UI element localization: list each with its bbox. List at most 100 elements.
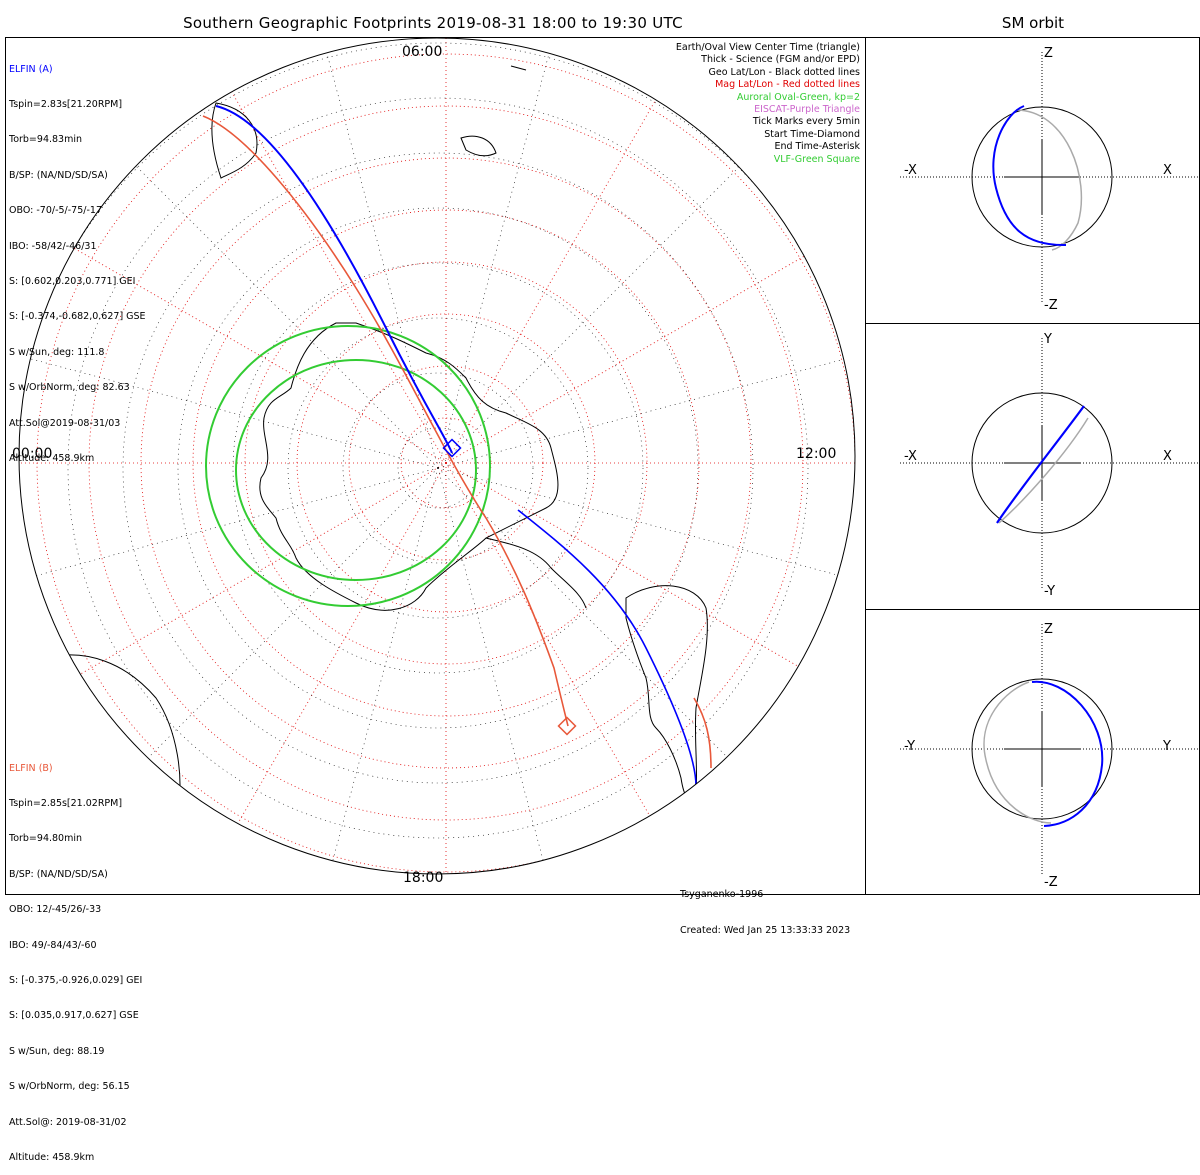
elfin-b-line: Tspin=2.85s[21.02RPM] [9,797,123,809]
hour-label-00: 00:00 [12,446,53,462]
sm-orbit-yz: Z -Z -Y Y [900,622,1199,890]
plot-title: Southern Geographic Footprints 2019-08-3… [183,14,683,32]
sm-earth-circle [971,106,1113,248]
mag-longitude-line [19,462,447,814]
geo-longitude-line [256,467,439,874]
sm-label-left: -Y [904,739,915,754]
elfin-a-line: IBO: -58/42/-46/31 [9,240,97,252]
coastline [510,65,527,71]
legend-item: Earth/Oval View Center Time (triangle) [675,42,860,53]
elfin-b-start-diamond [557,716,577,736]
elfin-a-line: S w/OrbNorm, deg: 82.63 [9,382,130,394]
legend-item: Mag Lat/Lon - Red dotted lines [715,79,860,91]
geo-longitude-line [437,38,855,469]
mag-longitude-line [19,112,447,464]
auroral-oval-inner [235,359,477,581]
elfin-b-line: IBO: 49/-84/43/-60 [9,939,97,951]
elfin-b-line: B/SP: (NA/ND/SD/SA) [9,868,108,880]
hour-label-18: 18:00 [403,870,444,886]
hour-label-06: 06:00 [402,44,443,60]
geo-longitude-line [19,38,439,469]
elfin-a-orbit [1031,680,1104,827]
elfin-b-line: S w/Sun, deg: 88.19 [9,1045,105,1057]
sm-orbit-xy: Y -Y -X X [900,332,1199,599]
sm-orbit-title: SM orbit [1001,14,1065,32]
geo-latitude-circle [397,427,479,509]
mag-longitude-line [445,462,855,814]
elfin-b-line: S w/OrbNorm, deg: 56.15 [9,1081,130,1093]
legend-item: Thick - Science (FGM and/or EPD) [701,54,860,66]
geo-latitude-circle [122,152,754,784]
globe-limb [18,38,856,875]
mag-longitude-line [445,462,797,874]
elfin-b-line: Altitude: 458.9km [9,1151,95,1163]
elfin-b-orbit [1015,109,1083,251]
legend-item: EISCAT-Purple Triangle [754,104,860,116]
geo-latitude-circle [287,317,589,619]
created-timestamp: Created: Wed Jan 25 13:33:33 2023 [680,925,851,936]
elfin-b-track-end [693,697,712,769]
sm-label-top: Z [1044,46,1053,61]
elfin-a-line: OBO: -70/-5/-75/-17 [9,205,102,217]
elfin-a-info: ELFIN (A) Tspin=2.83s[21.20RPM] Torb=94.… [9,40,146,476]
sm-label-right: Y [1162,739,1171,754]
mag-grid [19,38,855,874]
model-name: Tsyganenko-1996 [680,889,764,900]
legend-item: Auroral Oval-Green, kp=2 [736,91,860,103]
sm-earth-circle [971,392,1113,534]
geo-latitude-circle [342,372,534,564]
elfin-a-start-diamond [442,438,462,458]
sm-label-left: -X [904,449,917,464]
coastline [625,585,708,803]
geo-longitude-line [437,38,620,469]
satellite-tracks [202,105,712,787]
auroral-oval [205,325,491,607]
sm-label-bottom: -Z [1044,875,1058,890]
geo-latitude-circle [177,207,699,729]
coastline [460,135,497,157]
elfin-b-orbit [998,417,1089,524]
geo-latitude-circle [232,262,644,674]
mag-longitude-line [95,38,447,464]
sm-earth-circle [971,678,1113,820]
footprint-map [18,38,856,875]
elfin-b-header: ELFIN (B) [9,762,53,774]
elfin-a-header: ELFIN (A) [9,63,53,75]
sm-label-right: X [1163,449,1172,464]
coastline [211,102,258,179]
elfin-b-orbit [983,681,1052,824]
geo-longitude-line [437,467,855,650]
elfin-b-track [202,115,569,727]
auroral-oval-outer [205,325,491,607]
elfin-a-line: S w/Sun, deg: 111.8 [9,346,105,358]
elfin-a-line: S: [-0.374,-0.682,0.627] GSE [9,311,146,323]
elfin-b-line: Torb=94.80min [9,833,83,845]
legend-item: End Time-Asterisk [774,141,860,153]
sm-label-bottom: -Z [1044,298,1058,313]
elfin-a-line: B/SP: (NA/ND/SD/SA) [9,169,108,181]
elfin-a-line: Altitude: 458.9km [9,452,95,464]
elfin-a-track [215,105,453,454]
legend-item: Start Time-Diamond [764,128,860,140]
elfin-a-line: Att.Sol@2019-08-31/03 [9,417,121,429]
legend-item: Tick Marks every 5min [752,116,860,128]
elfin-b-line: Att.Sol@: 2019-08-31/02 [9,1116,127,1128]
sm-panel-yz [865,609,1200,895]
elfin-b-line: S: [-0.375,-0.926,0.029] GEI [9,974,143,986]
elfin-a-line: S: [0.602,0.203,0.771] GEI [9,275,136,287]
geo-grid [19,38,855,874]
coastline [485,537,587,609]
geo-longitude-line [19,286,439,469]
coastline [259,322,559,611]
geo-longitude-line [437,467,620,874]
elfin-a-line: Torb=94.83min [9,134,83,146]
legend-item: VLF-Green Square [773,153,860,165]
geo-longitude-line [19,467,439,650]
elfin-b-info: ELFIN (B) Tspin=2.85s[21.02RPM] Torb=94.… [9,739,142,1175]
legend-item: Geo Lat/Lon - Black dotted lines [708,66,860,78]
elfin-b-line: S: [0.035,0.917,0.627] GSE [9,1010,139,1022]
mag-longitude-line [445,38,797,464]
elfin-b-line: OBO: 12/-45/26/-33 [9,904,102,916]
elfin-a-orbit [992,105,1067,247]
geo-longitude-line [19,467,439,874]
